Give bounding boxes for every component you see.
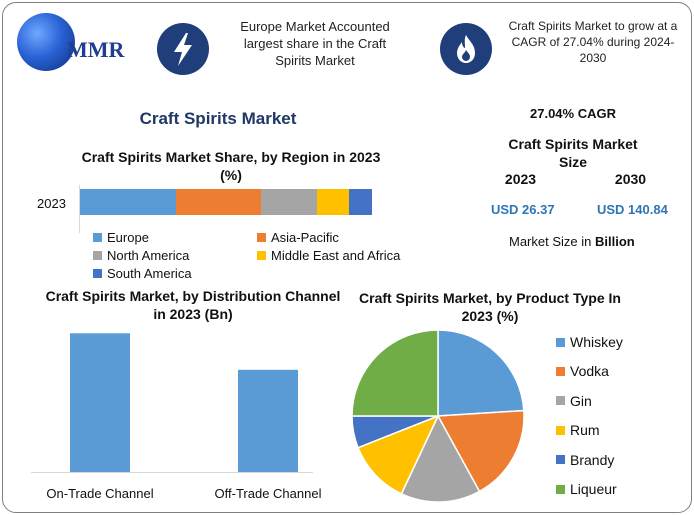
pie-slice-gin <box>400 414 481 503</box>
region-chart-title: Craft Spirits Market Share, by Region in… <box>81 149 381 183</box>
product-legend-item: Whiskey <box>556 334 623 350</box>
info-europe-share: Europe Market Accounted largest share in… <box>240 19 390 68</box>
legend-label: North America <box>107 248 190 263</box>
market-size-2030: USD 140.84 <box>597 202 668 217</box>
legend-swatch <box>556 484 565 494</box>
market-size-unit: Market Size in Billion <box>509 234 635 249</box>
legend-swatch <box>93 233 102 242</box>
legend-label: Whiskey <box>570 334 623 350</box>
legend-label: Brandy <box>570 451 615 468</box>
region-stacked-bar <box>80 189 372 215</box>
product-chart-title: Craft Spirits Market, by Product Type In… <box>359 290 621 324</box>
channel-chart-title: Craft Spirits Market, by Distribution Ch… <box>45 288 341 322</box>
year-2023-label: 2023 <box>504 171 537 187</box>
market-size-2023: USD 26.37 <box>491 202 555 217</box>
region-legend-item: South America <box>93 266 192 281</box>
legend-swatch <box>556 455 565 465</box>
legend-label: Europe <box>107 230 149 245</box>
legend-swatch <box>93 251 102 260</box>
lightning-bolt-icon <box>157 23 209 75</box>
legend-label: Middle East and Africa <box>271 248 401 263</box>
legend-swatch <box>257 233 266 242</box>
product-legend-item: Liqueur <box>556 481 617 497</box>
year-2030-label: 2030 <box>614 171 647 187</box>
legend-swatch <box>556 425 565 435</box>
product-legend-item: Gin <box>556 393 592 409</box>
product-legend-item: Brandy <box>556 452 614 468</box>
region-bar-segment-asia-pacific <box>176 189 262 215</box>
legend-label: Asia-Pacific <box>271 230 339 245</box>
channel-bar <box>70 333 130 472</box>
channel-bar-chart: On-Trade Channel Off-Trade Channel <box>31 333 322 501</box>
legend-swatch <box>257 251 266 260</box>
legend-label: South America <box>107 266 192 281</box>
page-title: Craft Spirits Market <box>139 109 297 128</box>
region-bar-segment-north-america <box>261 189 317 215</box>
globe-logo-icon <box>17 13 75 71</box>
market-size-title: Craft Spirits Market Size <box>508 136 638 170</box>
pie-slice-vodka <box>436 409 525 493</box>
info-cagr: Craft Spirits Market to grow at a CAGR o… <box>508 19 678 65</box>
cagr-label: 27.04% CAGR <box>530 106 616 121</box>
region-legend-item: Asia-Pacific <box>257 230 339 245</box>
pie-slice-rum <box>357 414 440 495</box>
legend-swatch <box>556 366 565 376</box>
channel-bar <box>238 369 298 472</box>
region-legend-item: Europe <box>93 230 149 245</box>
region-bar-segment-south-america <box>348 189 372 215</box>
legend-label: Liqueur <box>570 481 617 497</box>
region-chart-axis <box>79 185 80 233</box>
legend-label: Rum <box>570 422 600 439</box>
legend-swatch <box>93 269 102 278</box>
region-legend-item: Middle East and Africa <box>257 248 400 263</box>
legend-label: Vodka <box>570 363 609 380</box>
legend-label: Gin <box>570 392 592 409</box>
region-chart-category-label: 2023 <box>37 196 66 211</box>
product-pie-chart <box>351 329 525 503</box>
product-legend-item: Rum <box>556 422 600 438</box>
product-legend-item: Vodka <box>556 363 609 379</box>
logo-text: MMR <box>67 37 125 62</box>
legend-swatch <box>556 396 565 406</box>
channel-category-label: On-Trade Channel <box>46 486 153 501</box>
region-bar-segment-middle-east-and-africa <box>316 189 349 215</box>
pie-slice-liqueur <box>351 329 439 417</box>
region-bar-segment-europe <box>80 189 177 215</box>
legend-swatch <box>556 337 565 347</box>
pie-slice-whiskey <box>437 329 525 417</box>
channel-category-label: Off-Trade Channel <box>215 486 322 501</box>
region-legend-item: North America <box>93 248 189 263</box>
flame-icon <box>440 23 492 75</box>
